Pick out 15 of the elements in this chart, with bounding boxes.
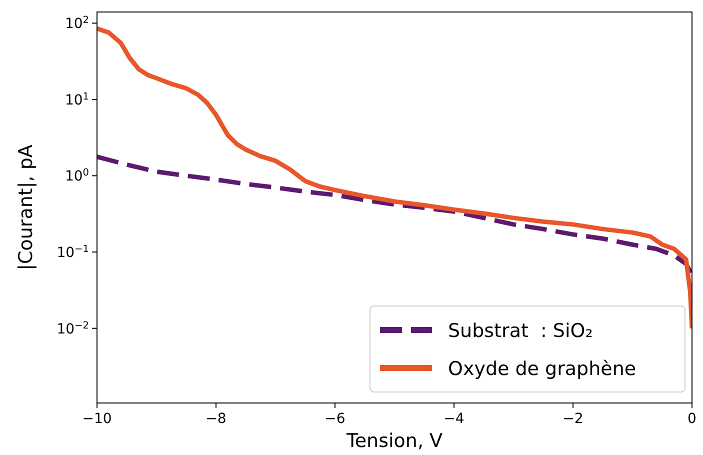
y-tick-label: 10$^{0}$ xyxy=(64,167,89,185)
legend-label: Substrat : SiO₂ xyxy=(448,320,593,342)
x-tick-label: −8 xyxy=(206,411,226,427)
y-tick-label: 10$^{1}$ xyxy=(64,90,89,108)
x-tick-label: −2 xyxy=(562,411,584,427)
y-tick-label: 10$^{−2}$ xyxy=(56,320,89,338)
y-axis-title: |Courant|, pA xyxy=(15,144,37,270)
x-tick-label: −10 xyxy=(82,411,112,427)
x-axis-title: Tension, V xyxy=(345,430,443,452)
y-tick-label: 10$^{2}$ xyxy=(64,14,89,32)
x-tick-label: −4 xyxy=(444,411,464,427)
y-tick-label: 10$^{−1}$ xyxy=(56,244,89,262)
x-tick-label: −6 xyxy=(324,411,346,427)
x-tick-label: 0 xyxy=(688,411,696,427)
legend-label: Oxyde de graphène xyxy=(448,358,636,380)
